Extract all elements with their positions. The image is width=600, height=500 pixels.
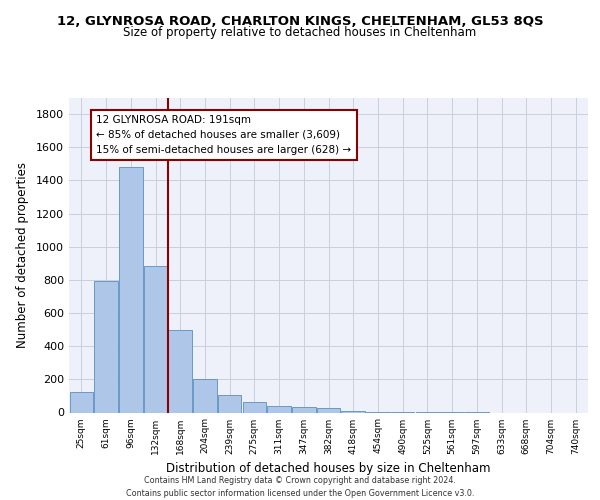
Bar — [119, 167, 143, 412]
Bar — [341, 411, 365, 412]
Bar — [169, 330, 192, 412]
Text: Size of property relative to detached houses in Cheltenham: Size of property relative to detached ho… — [124, 26, 476, 39]
Bar — [94, 280, 118, 412]
Bar — [193, 378, 217, 412]
Text: 12 GLYNROSA ROAD: 191sqm
← 85% of detached houses are smaller (3,609)
15% of sem: 12 GLYNROSA ROAD: 191sqm ← 85% of detach… — [96, 115, 352, 154]
Bar — [268, 406, 291, 412]
Text: 12, GLYNROSA ROAD, CHARLTON KINGS, CHELTENHAM, GL53 8QS: 12, GLYNROSA ROAD, CHARLTON KINGS, CHELT… — [56, 15, 544, 28]
Bar — [218, 395, 241, 412]
Text: Contains HM Land Registry data © Crown copyright and database right 2024.
Contai: Contains HM Land Registry data © Crown c… — [126, 476, 474, 498]
X-axis label: Distribution of detached houses by size in Cheltenham: Distribution of detached houses by size … — [166, 462, 491, 475]
Bar — [70, 392, 93, 412]
Bar — [317, 408, 340, 412]
Bar — [292, 407, 316, 412]
Y-axis label: Number of detached properties: Number of detached properties — [16, 162, 29, 348]
Bar — [242, 402, 266, 412]
Bar — [144, 266, 167, 412]
